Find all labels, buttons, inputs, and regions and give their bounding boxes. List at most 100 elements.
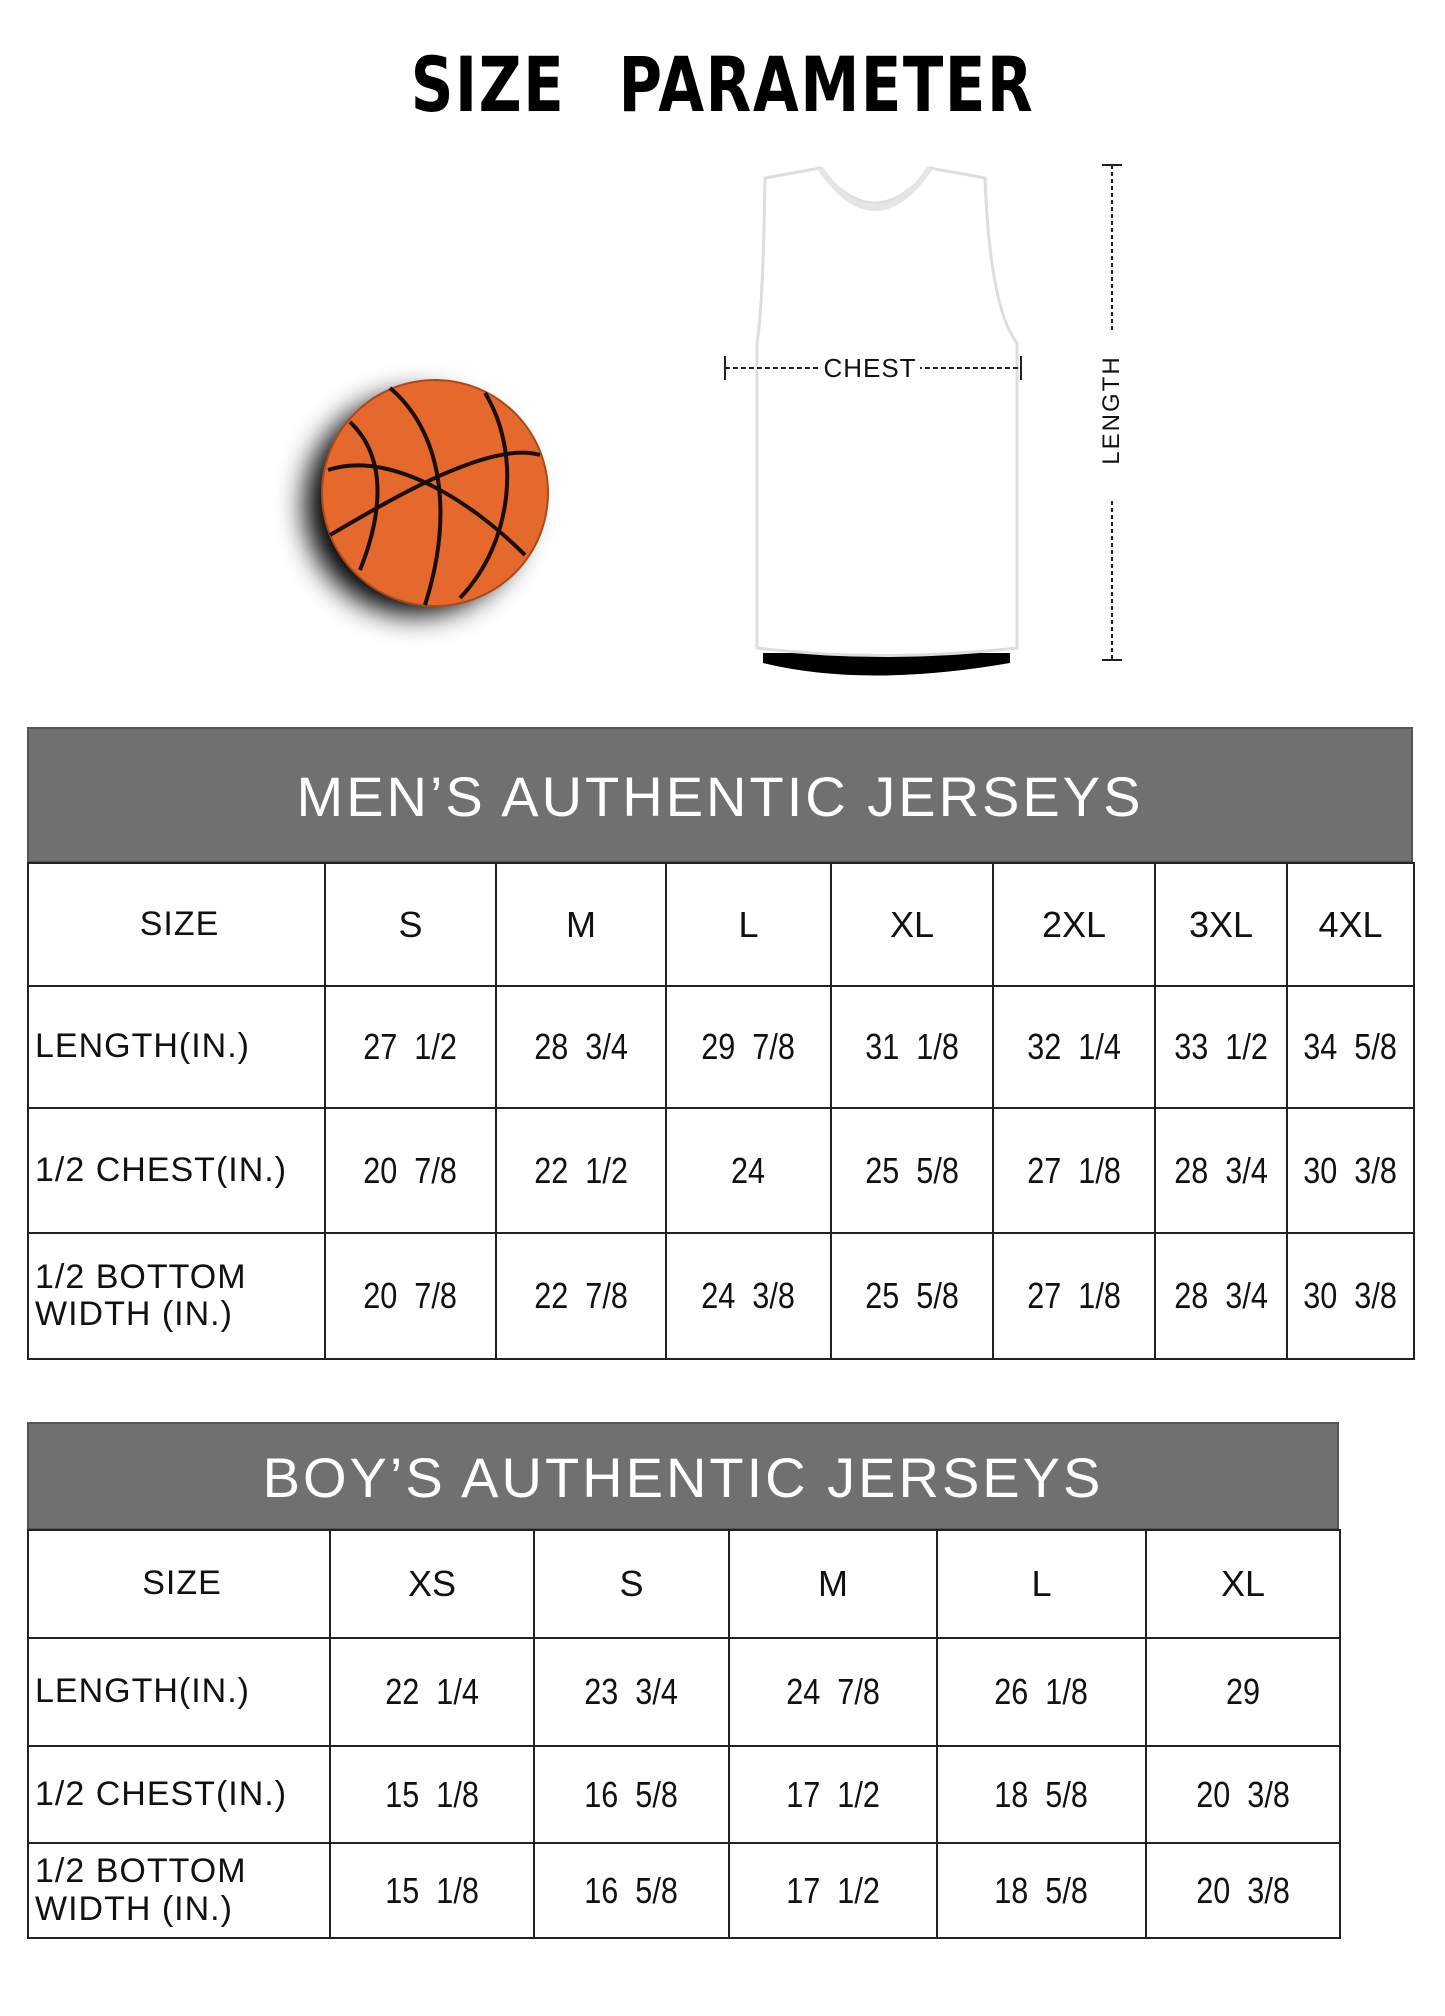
table-cell: 16 5/8	[533, 1745, 730, 1844]
row-label: 1/2 CHEST(IN.)	[27, 1745, 331, 1844]
measurement-value: 33 1/2	[1174, 1026, 1268, 1067]
measurement-value: 30 3/8	[1303, 1149, 1398, 1191]
table-cell: 20 3/8	[1145, 1842, 1341, 1939]
row-label: 1/2 BOTTOM WIDTH (IN.)	[27, 1232, 326, 1360]
table-cell: 16 5/8	[533, 1842, 730, 1939]
table-cell: 24 3/8	[665, 1232, 832, 1360]
measurement-value: 20 7/8	[363, 1149, 458, 1191]
boys-table-heading: BOY’S AUTHENTIC JERSEYS	[27, 1422, 1339, 1530]
measurement-value: 26 1/8	[994, 1671, 1089, 1712]
size-header-cell: S	[533, 1529, 730, 1639]
measurement-value: 29	[1225, 1671, 1261, 1712]
table-cell: 34 5/8	[1286, 985, 1415, 1109]
table-cell: 32 1/4	[992, 985, 1156, 1109]
size-header-cell: L	[665, 862, 832, 987]
header-row: SIZE XS S M L XL	[27, 1529, 1341, 1639]
table-cell: 25 5/8	[830, 1232, 994, 1360]
table-cell: 22 1/2	[495, 1107, 667, 1234]
table-cell: 20 3/8	[1145, 1745, 1341, 1844]
size-header-cell: L	[936, 1529, 1147, 1639]
measurement-value: 24 7/8	[786, 1671, 880, 1712]
size-header-cell: 4XL	[1286, 862, 1415, 987]
table-cell: 28 3/4	[495, 985, 667, 1109]
measurement-value: 27 1/8	[1027, 1149, 1121, 1191]
measurement-value: 34 5/8	[1303, 1026, 1398, 1067]
measurement-value: 30 3/8	[1303, 1275, 1398, 1316]
measurement-value: 28 3/4	[534, 1026, 628, 1067]
measurement-value: 28 3/4	[1174, 1275, 1268, 1316]
size-column-header: SIZE	[27, 862, 326, 987]
table-cell: 22 1/4	[329, 1637, 535, 1747]
table-row: 1/2 CHEST(IN.) 20 7/8 22 1/2 24 25 5/8 27 1/8…	[27, 1107, 1415, 1234]
table-cell: 33 1/2	[1154, 985, 1288, 1109]
table-row: 1/2 BOTTOM WIDTH (IN.) 20 7/8 22 7/8 24 3/8…	[27, 1232, 1415, 1360]
table-row: 1/2 BOTTOM WIDTH (IN.) 15 1/8 16 5/8 17 1/2…	[27, 1842, 1341, 1939]
measurement-value: 18 5/8	[994, 1773, 1089, 1815]
measurement-value: 28 3/4	[1174, 1149, 1268, 1191]
row-label: LENGTH(IN.)	[27, 985, 326, 1109]
table-cell: 31 1/8	[830, 985, 994, 1109]
table-cell: 29	[1145, 1637, 1341, 1747]
measurement-value: 15 1/8	[385, 1773, 479, 1815]
size-header-cell: 3XL	[1154, 862, 1288, 987]
table-cell: 27 1/8	[992, 1107, 1156, 1234]
mens-table-heading: MEN’S AUTHENTIC JERSEYS	[27, 727, 1413, 863]
measurement-value: 32 1/4	[1027, 1026, 1121, 1067]
measurement-value: 17 1/2	[786, 1869, 880, 1911]
size-header-cell: 2XL	[992, 862, 1156, 987]
size-header-cell: M	[495, 862, 667, 987]
table-cell: 27 1/8	[992, 1232, 1156, 1360]
header-row: SIZE S M L XL 2XL 3XL 4XL	[27, 862, 1415, 987]
measurement-value: 16 5/8	[584, 1869, 679, 1911]
table-cell: 28 3/4	[1154, 1107, 1288, 1234]
measurement-value: 22 7/8	[534, 1275, 628, 1316]
table-cell: 20 7/8	[324, 1232, 497, 1360]
table-cell: 15 1/8	[329, 1745, 535, 1844]
measurement-value: 22 1/4	[385, 1671, 479, 1712]
size-header-cell: M	[728, 1529, 938, 1639]
measurement-value: 24 3/8	[701, 1275, 796, 1316]
table-cell: 30 3/8	[1286, 1107, 1415, 1234]
measurement-value: 20 3/8	[1196, 1869, 1290, 1911]
size-header-cell: XL	[830, 862, 994, 987]
table-cell: 24 7/8	[728, 1637, 938, 1747]
table-cell: 23 3/4	[533, 1637, 730, 1747]
table-cell: 30 3/8	[1286, 1232, 1415, 1360]
table-cell: 24	[665, 1107, 832, 1234]
table-cell: 18 5/8	[936, 1745, 1147, 1844]
chest-label: CHEST	[823, 353, 917, 383]
table-cell: 22 7/8	[495, 1232, 667, 1360]
measurement-value: 17 1/2	[786, 1773, 880, 1815]
measurement-value: 27 1/2	[363, 1026, 458, 1067]
table-row: LENGTH(IN.) 27 1/2 28 3/4 29 7/8 31 1/8 32 1/…	[27, 985, 1415, 1109]
table-cell: 26 1/8	[936, 1637, 1147, 1747]
table-row: 1/2 CHEST(IN.) 15 1/8 16 5/8 17 1/2 18 5/8 20…	[27, 1745, 1341, 1844]
table-cell: 17 1/2	[728, 1842, 938, 1939]
measurement-value: 20 3/8	[1196, 1773, 1290, 1815]
measurement-value: 22 1/2	[534, 1149, 628, 1191]
table-cell: 28 3/4	[1154, 1232, 1288, 1360]
measurement-value: 31 1/8	[865, 1026, 959, 1067]
size-header-cell: XS	[329, 1529, 535, 1639]
size-column-header: SIZE	[27, 1529, 331, 1639]
row-label: LENGTH(IN.)	[27, 1637, 331, 1747]
measurement-value: 25 5/8	[865, 1149, 959, 1191]
table-row: LENGTH(IN.) 22 1/4 23 3/4 24 7/8 26 1/8 29	[27, 1637, 1341, 1747]
table-cell: 27 1/2	[324, 985, 497, 1109]
measurement-value: 18 5/8	[994, 1869, 1089, 1911]
measurement-value: 29 7/8	[701, 1026, 796, 1067]
measurement-value: 16 5/8	[584, 1773, 679, 1815]
table-cell: 29 7/8	[665, 985, 832, 1109]
row-label: 1/2 CHEST(IN.)	[27, 1107, 326, 1234]
length-measure-line	[1100, 164, 1124, 661]
measurement-value: 25 5/8	[865, 1275, 959, 1316]
boys-size-table: SIZE XS S M L XL LENGTH(IN.) 22 1/4 23 3/4 24 7/8…	[27, 1529, 1341, 1939]
table-cell: 20 7/8	[324, 1107, 497, 1234]
length-label: LENGTH	[1098, 355, 1125, 465]
size-header-cell: XL	[1145, 1529, 1341, 1639]
basketball-icon	[305, 379, 549, 615]
row-label: 1/2 BOTTOM WIDTH (IN.)	[27, 1842, 331, 1939]
measurement-value: 23 3/4	[584, 1671, 679, 1712]
mens-size-table: SIZE S M L XL 2XL 3XL 4XL LENGTH(IN.) 27 1/2 28 3/…	[27, 862, 1415, 1360]
jersey-diagram	[724, 166, 1022, 676]
